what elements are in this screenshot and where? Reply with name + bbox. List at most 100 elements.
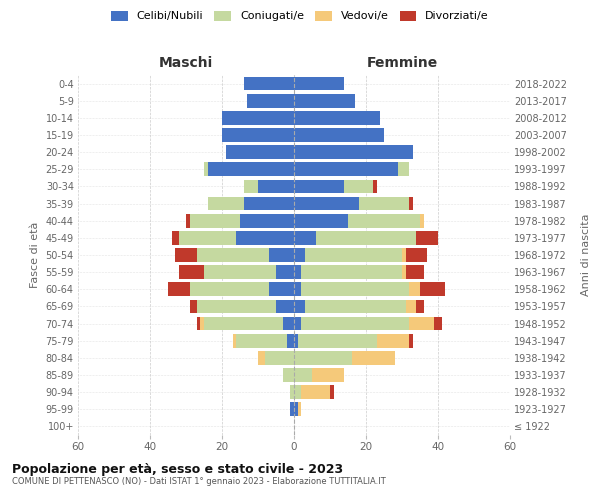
Bar bbox=[294, 386, 301, 399]
Text: Femmine: Femmine bbox=[367, 56, 437, 70]
Bar bbox=[301, 282, 409, 296]
Bar bbox=[190, 300, 197, 314]
Bar bbox=[420, 282, 445, 296]
Bar bbox=[276, 300, 294, 314]
Bar bbox=[179, 231, 236, 244]
Text: Maschi: Maschi bbox=[159, 56, 213, 70]
Bar bbox=[409, 316, 434, 330]
Bar bbox=[294, 214, 348, 228]
Bar bbox=[294, 334, 298, 347]
Bar bbox=[290, 402, 294, 416]
Bar bbox=[204, 266, 276, 279]
Bar bbox=[258, 351, 265, 364]
Bar bbox=[244, 180, 258, 194]
Bar bbox=[204, 316, 283, 330]
Bar bbox=[294, 180, 344, 194]
Bar bbox=[406, 300, 416, 314]
Y-axis label: Anni di nascita: Anni di nascita bbox=[581, 214, 591, 296]
Bar bbox=[226, 146, 294, 159]
Y-axis label: Fasce di età: Fasce di età bbox=[30, 222, 40, 288]
Bar bbox=[190, 214, 240, 228]
Bar bbox=[305, 300, 406, 314]
Bar bbox=[373, 180, 377, 194]
Bar bbox=[190, 282, 269, 296]
Bar bbox=[294, 316, 301, 330]
Bar bbox=[200, 316, 204, 330]
Bar bbox=[348, 214, 420, 228]
Bar bbox=[298, 334, 377, 347]
Bar bbox=[294, 196, 359, 210]
Bar bbox=[294, 128, 384, 142]
Bar bbox=[316, 231, 416, 244]
Bar bbox=[244, 196, 294, 210]
Bar bbox=[294, 368, 312, 382]
Bar bbox=[236, 334, 287, 347]
Bar bbox=[172, 231, 179, 244]
Bar bbox=[406, 248, 427, 262]
Bar bbox=[294, 282, 301, 296]
Bar bbox=[294, 300, 305, 314]
Bar bbox=[222, 111, 294, 124]
Bar bbox=[330, 386, 334, 399]
Bar bbox=[175, 248, 197, 262]
Bar bbox=[398, 162, 409, 176]
Bar bbox=[377, 334, 409, 347]
Bar bbox=[294, 402, 298, 416]
Bar bbox=[359, 196, 409, 210]
Bar bbox=[244, 76, 294, 90]
Bar bbox=[402, 248, 406, 262]
Bar bbox=[298, 402, 301, 416]
Bar bbox=[265, 351, 294, 364]
Bar bbox=[294, 231, 316, 244]
Bar bbox=[420, 214, 424, 228]
Bar bbox=[409, 196, 413, 210]
Bar bbox=[197, 316, 200, 330]
Bar bbox=[186, 214, 190, 228]
Bar bbox=[276, 266, 294, 279]
Bar bbox=[269, 248, 294, 262]
Bar bbox=[294, 248, 305, 262]
Bar bbox=[240, 214, 294, 228]
Bar bbox=[168, 282, 190, 296]
Bar bbox=[416, 231, 438, 244]
Bar bbox=[305, 248, 402, 262]
Bar bbox=[208, 162, 294, 176]
Bar bbox=[294, 111, 380, 124]
Bar bbox=[344, 180, 373, 194]
Bar bbox=[406, 266, 424, 279]
Bar bbox=[294, 76, 344, 90]
Bar bbox=[287, 334, 294, 347]
Bar bbox=[294, 351, 352, 364]
Bar bbox=[301, 266, 402, 279]
Bar bbox=[258, 180, 294, 194]
Bar bbox=[352, 351, 395, 364]
Bar bbox=[409, 282, 420, 296]
Bar bbox=[283, 316, 294, 330]
Bar bbox=[233, 334, 236, 347]
Bar bbox=[247, 94, 294, 108]
Legend: Celibi/Nubili, Coniugati/e, Vedovi/e, Divorziati/e: Celibi/Nubili, Coniugati/e, Vedovi/e, Di… bbox=[107, 6, 493, 26]
Bar bbox=[294, 94, 355, 108]
Bar bbox=[294, 146, 413, 159]
Bar bbox=[197, 248, 269, 262]
Bar bbox=[179, 266, 204, 279]
Bar bbox=[236, 231, 294, 244]
Bar bbox=[294, 162, 398, 176]
Bar bbox=[312, 368, 344, 382]
Bar bbox=[290, 386, 294, 399]
Bar bbox=[208, 196, 244, 210]
Bar bbox=[294, 266, 301, 279]
Bar bbox=[409, 334, 413, 347]
Bar bbox=[222, 128, 294, 142]
Text: Popolazione per età, sesso e stato civile - 2023: Popolazione per età, sesso e stato civil… bbox=[12, 462, 343, 475]
Bar bbox=[402, 266, 406, 279]
Bar bbox=[301, 386, 330, 399]
Bar bbox=[269, 282, 294, 296]
Bar bbox=[301, 316, 409, 330]
Bar bbox=[416, 300, 424, 314]
Bar bbox=[204, 162, 208, 176]
Text: COMUNE DI PETTENASCO (NO) - Dati ISTAT 1° gennaio 2023 - Elaborazione TUTTITALIA: COMUNE DI PETTENASCO (NO) - Dati ISTAT 1… bbox=[12, 478, 386, 486]
Bar bbox=[197, 300, 276, 314]
Bar bbox=[434, 316, 442, 330]
Bar bbox=[283, 368, 294, 382]
